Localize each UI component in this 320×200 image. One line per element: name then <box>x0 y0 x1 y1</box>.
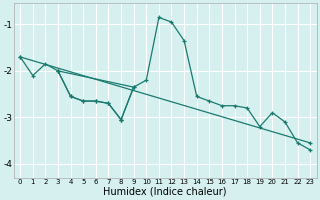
X-axis label: Humidex (Indice chaleur): Humidex (Indice chaleur) <box>103 187 227 197</box>
